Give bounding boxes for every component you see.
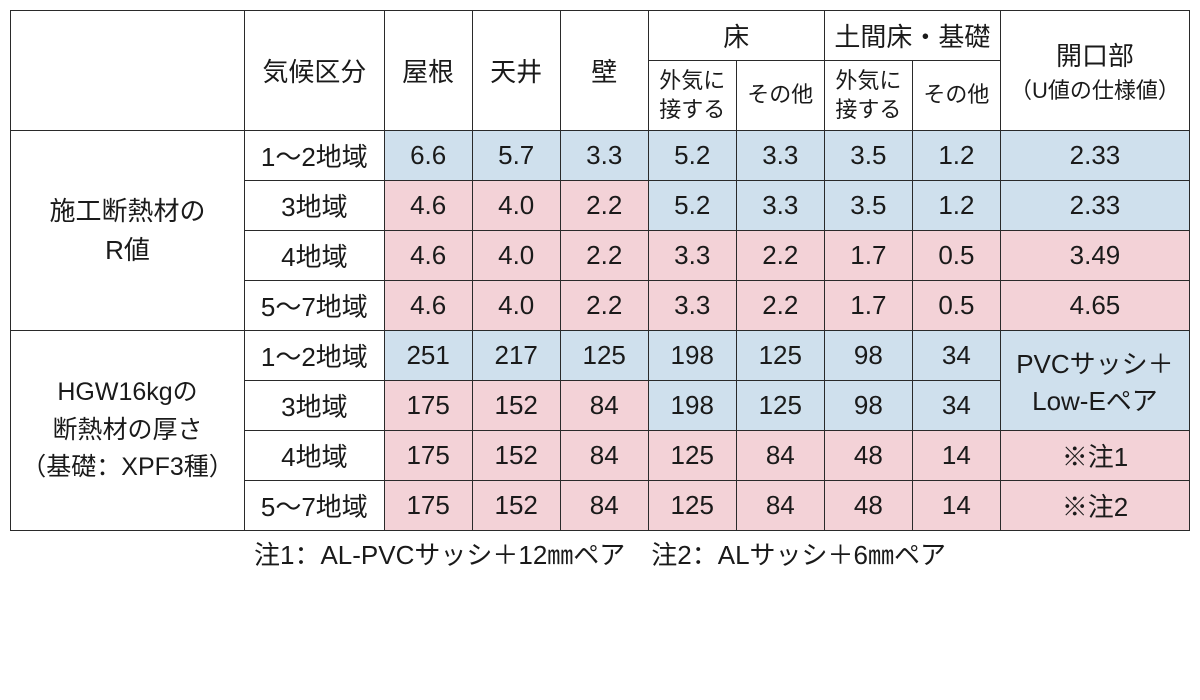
- cell-d_out: 1.7: [824, 281, 912, 331]
- cell-ceiling: 4.0: [472, 281, 560, 331]
- header-opening-main: 開口部: [1005, 36, 1185, 73]
- cell-roof: 4.6: [384, 231, 472, 281]
- cell-open: 3.49: [1000, 231, 1189, 281]
- header-opening-sub: （U値の仕様値）: [1005, 73, 1185, 105]
- cell-f_oth: 2.2: [736, 231, 824, 281]
- cell-climate: 4地域: [245, 431, 385, 481]
- header-floor-outside: 外気に接する: [648, 61, 736, 131]
- cell-d_oth: 14: [912, 481, 1000, 531]
- cell-f_out: 5.2: [648, 131, 736, 181]
- cell-f_out: 198: [648, 381, 736, 431]
- cell-open: ※注1: [1000, 431, 1189, 481]
- cell-ceiling: 5.7: [472, 131, 560, 181]
- cell-wall: 3.3: [560, 131, 648, 181]
- cell-d_out: 3.5: [824, 181, 912, 231]
- cell-f_out: 198: [648, 331, 736, 381]
- table-row: 施工断熱材のR値1〜2地域6.65.73.35.23.33.51.22.33: [11, 131, 1190, 181]
- cell-wall: 84: [560, 381, 648, 431]
- header-floor: 床: [648, 11, 824, 61]
- cell-wall: 84: [560, 481, 648, 531]
- cell-d_out: 98: [824, 331, 912, 381]
- cell-ceiling: 4.0: [472, 231, 560, 281]
- cell-d_oth: 0.5: [912, 231, 1000, 281]
- cell-d_out: 1.7: [824, 231, 912, 281]
- header-ceiling: 天井: [472, 11, 560, 131]
- cell-d_out: 48: [824, 481, 912, 531]
- cell-d_out: 3.5: [824, 131, 912, 181]
- table-body-thickness: HGW16kgの断熱材の厚さ（基礎：XPF3種）1〜2地域25121712519…: [11, 331, 1190, 531]
- header-doma-outside: 外気に接する: [824, 61, 912, 131]
- cell-climate: 5〜7地域: [245, 281, 385, 331]
- insulation-table: 気候区分 屋根 天井 壁 床 土間床・基礎 開口部 （U値の仕様値） 外気に接す…: [10, 10, 1190, 531]
- cell-open: 4.65: [1000, 281, 1189, 331]
- header-floor-other: その他: [736, 61, 824, 131]
- header-doma: 土間床・基礎: [824, 11, 1000, 61]
- cell-d_oth: 34: [912, 331, 1000, 381]
- cell-roof: 6.6: [384, 131, 472, 181]
- cell-roof: 4.6: [384, 181, 472, 231]
- cell-ceiling: 217: [472, 331, 560, 381]
- table-header: 気候区分 屋根 天井 壁 床 土間床・基礎 開口部 （U値の仕様値） 外気に接す…: [11, 11, 1190, 131]
- header-wall: 壁: [560, 11, 648, 131]
- cell-climate: 1〜2地域: [245, 331, 385, 381]
- cell-f_out: 3.3: [648, 281, 736, 331]
- cell-climate: 3地域: [245, 181, 385, 231]
- cell-wall: 125: [560, 331, 648, 381]
- cell-ceiling: 152: [472, 481, 560, 531]
- cell-climate: 1〜2地域: [245, 131, 385, 181]
- cell-roof: 4.6: [384, 281, 472, 331]
- cell-f_oth: 3.3: [736, 181, 824, 231]
- header-corner: [11, 11, 245, 131]
- table-body-rvalue: 施工断熱材のR値1〜2地域6.65.73.35.23.33.51.22.333地…: [11, 131, 1190, 331]
- cell-climate: 5〜7地域: [245, 481, 385, 531]
- cell-f_out: 3.3: [648, 231, 736, 281]
- cell-roof: 175: [384, 431, 472, 481]
- header-doma-other: その他: [912, 61, 1000, 131]
- footnote-text: 注1：AL-PVCサッシ＋12㎜ペア 注2：ALサッシ＋6㎜ペア: [10, 535, 1190, 572]
- cell-open: 2.33: [1000, 181, 1189, 231]
- cell-climate: 3地域: [245, 381, 385, 431]
- rowgroup-label-rvalue: 施工断熱材のR値: [11, 131, 245, 331]
- cell-f_oth: 125: [736, 381, 824, 431]
- cell-f_oth: 3.3: [736, 131, 824, 181]
- cell-wall: 2.2: [560, 231, 648, 281]
- cell-ceiling: 4.0: [472, 181, 560, 231]
- cell-d_oth: 1.2: [912, 131, 1000, 181]
- cell-d_out: 98: [824, 381, 912, 431]
- cell-d_out: 48: [824, 431, 912, 481]
- cell-f_oth: 84: [736, 431, 824, 481]
- cell-d_oth: 1.2: [912, 181, 1000, 231]
- cell-roof: 175: [384, 481, 472, 531]
- header-roof: 屋根: [384, 11, 472, 131]
- cell-roof: 175: [384, 381, 472, 431]
- cell-climate: 4地域: [245, 231, 385, 281]
- cell-ceiling: 152: [472, 381, 560, 431]
- cell-f_out: 125: [648, 481, 736, 531]
- header-climate: 気候区分: [245, 11, 385, 131]
- cell-d_oth: 0.5: [912, 281, 1000, 331]
- cell-open: ※注2: [1000, 481, 1189, 531]
- cell-d_oth: 34: [912, 381, 1000, 431]
- cell-opening-merged: PVCサッシ＋Low-Eペア: [1000, 331, 1189, 431]
- cell-roof: 251: [384, 331, 472, 381]
- cell-wall: 2.2: [560, 181, 648, 231]
- cell-f_oth: 125: [736, 331, 824, 381]
- cell-f_out: 125: [648, 431, 736, 481]
- table-row: HGW16kgの断熱材の厚さ（基礎：XPF3種）1〜2地域25121712519…: [11, 331, 1190, 381]
- cell-wall: 84: [560, 431, 648, 481]
- cell-f_oth: 84: [736, 481, 824, 531]
- cell-f_out: 5.2: [648, 181, 736, 231]
- header-opening: 開口部 （U値の仕様値）: [1000, 11, 1189, 131]
- cell-wall: 2.2: [560, 281, 648, 331]
- cell-f_oth: 2.2: [736, 281, 824, 331]
- rowgroup-label-thickness: HGW16kgの断熱材の厚さ（基礎：XPF3種）: [11, 331, 245, 531]
- cell-d_oth: 14: [912, 431, 1000, 481]
- cell-open: 2.33: [1000, 131, 1189, 181]
- cell-ceiling: 152: [472, 431, 560, 481]
